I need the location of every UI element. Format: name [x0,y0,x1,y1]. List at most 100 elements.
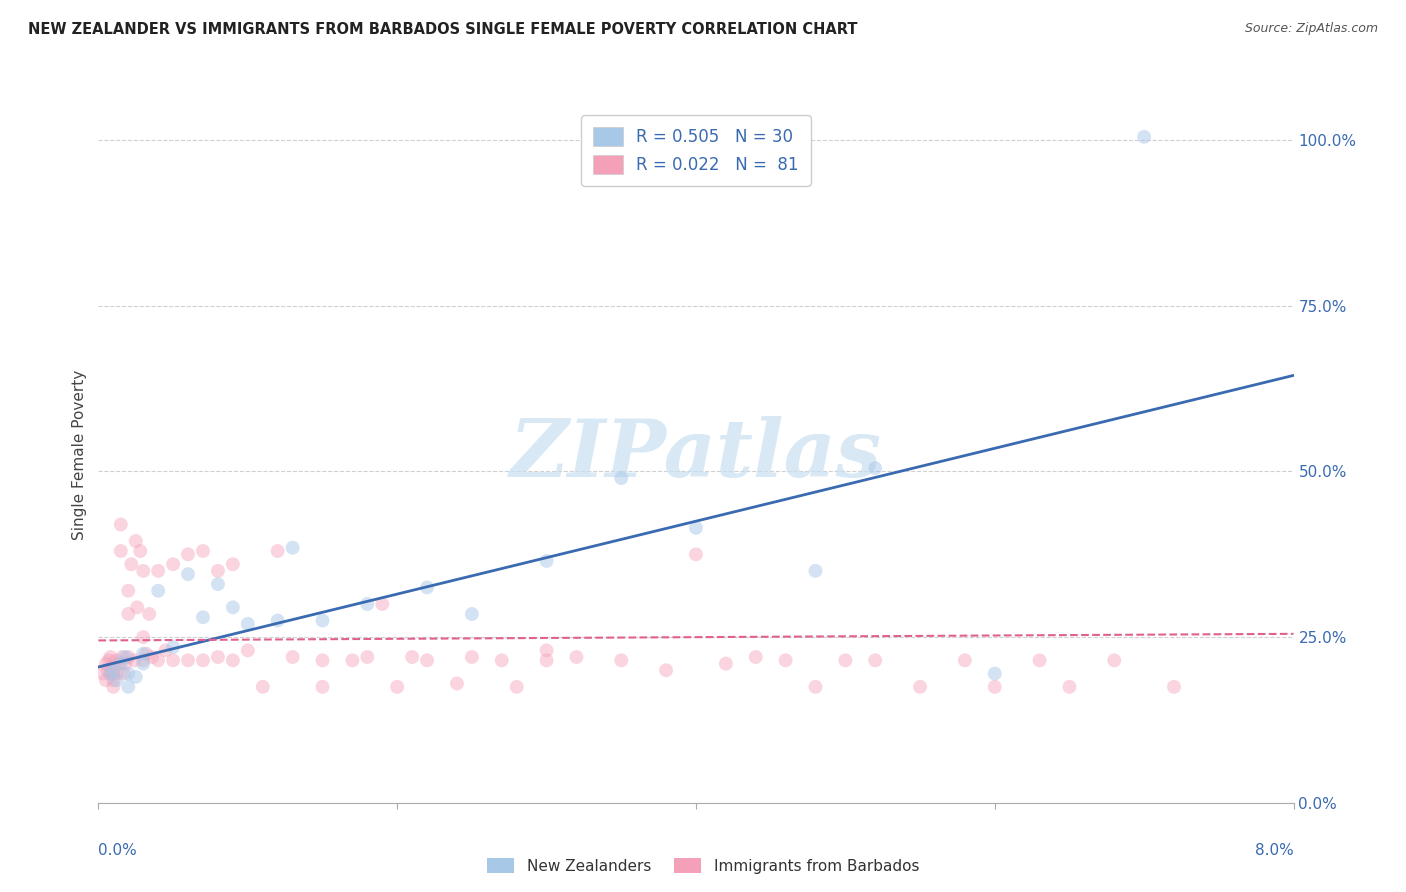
Point [371,597,394,611]
Point [610,653,633,667]
Point [222,653,245,667]
Point [536,554,558,568]
Point [191,653,214,667]
Point [103,663,125,677]
Point [129,544,152,558]
Point [103,673,125,688]
Point [127,600,149,615]
Point [114,657,136,671]
Point [125,670,148,684]
Point [281,541,304,555]
Point [401,650,423,665]
Point [138,607,160,621]
Point [685,547,707,561]
Point [1102,653,1125,667]
Point [98,650,122,665]
Point [117,650,139,665]
Point [110,517,132,532]
Point [536,653,558,667]
Point [162,558,184,572]
Point [536,643,558,657]
Point [98,666,122,681]
Text: 0.0%: 0.0% [98,843,138,858]
Point [983,666,1005,681]
Point [311,680,333,694]
Point [97,653,120,667]
Point [863,461,886,475]
Legend: R = 0.505   N = 30, R = 0.022   N =  81: R = 0.505 N = 30, R = 0.022 N = 81 [582,115,810,186]
Point [148,564,170,578]
Y-axis label: Single Female Poverty: Single Female Poverty [72,370,87,540]
Point [162,640,184,654]
Point [267,544,290,558]
Point [236,616,259,631]
Point [610,471,633,485]
Point [114,650,136,665]
Point [983,680,1005,694]
Point [105,666,128,681]
Point [342,653,364,667]
Point [834,653,856,667]
Point [117,607,139,621]
Point [117,680,139,694]
Point [311,614,333,628]
Point [356,597,378,611]
Point [162,653,184,667]
Point [108,657,131,671]
Point [112,666,135,681]
Text: ZIPatlas: ZIPatlas [510,417,882,493]
Point [110,657,132,671]
Point [120,558,142,572]
Point [148,583,170,598]
Point [207,650,229,665]
Point [1059,680,1081,694]
Point [110,544,132,558]
Point [155,643,177,657]
Point [804,564,827,578]
Point [117,666,139,681]
Point [105,673,128,688]
Point [124,653,146,667]
Point [1028,653,1050,667]
Point [177,567,200,582]
Point [461,607,484,621]
Point [132,647,155,661]
Point [267,614,290,628]
Point [863,653,886,667]
Point [125,534,148,549]
Point [908,680,931,694]
Point [685,521,707,535]
Point [132,630,155,644]
Legend: New Zealanders, Immigrants from Barbados: New Zealanders, Immigrants from Barbados [481,852,925,880]
Point [111,650,134,665]
Point [105,653,128,667]
Point [491,653,513,667]
Point [96,663,118,677]
Point [745,650,768,665]
Point [91,666,114,681]
Point [207,577,229,591]
Point [775,653,797,667]
Point [953,653,976,667]
Point [446,676,468,690]
Point [141,650,163,665]
Point [207,564,229,578]
Point [1133,129,1156,144]
Point [117,583,139,598]
Point [94,673,117,688]
Point [94,657,117,671]
Point [416,581,439,595]
Point [101,660,124,674]
Point [714,657,737,671]
Point [191,544,214,558]
Point [222,600,245,615]
Text: Source: ZipAtlas.com: Source: ZipAtlas.com [1244,22,1378,36]
Point [356,650,378,665]
Text: NEW ZEALANDER VS IMMIGRANTS FROM BARBADOS SINGLE FEMALE POVERTY CORRELATION CHAR: NEW ZEALANDER VS IMMIGRANTS FROM BARBADO… [28,22,858,37]
Point [281,650,304,665]
Point [565,650,588,665]
Point [506,680,529,694]
Point [416,653,439,667]
Point [236,643,259,657]
Point [177,653,200,667]
